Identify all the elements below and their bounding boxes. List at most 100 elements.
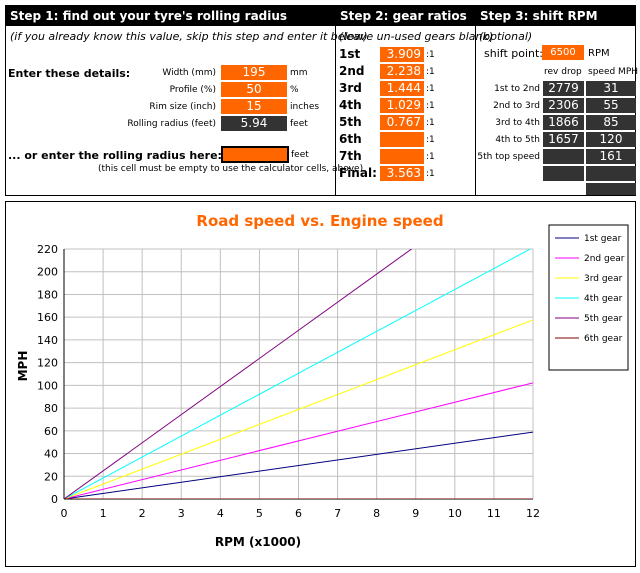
series-line-4 — [64, 249, 532, 499]
x-tick-label: 4 — [217, 507, 224, 520]
final-drive-suffix: :1 — [426, 169, 435, 179]
gear-4th-input[interactable]: 1.029 — [380, 98, 424, 113]
gear-2nd-label: 2nd — [339, 64, 365, 78]
gear-6th-input[interactable] — [380, 132, 424, 147]
rim-size-unit: inches — [290, 102, 320, 112]
gear-4th-suffix: :1 — [426, 101, 435, 111]
shift-point-input[interactable]: 6500 — [542, 45, 584, 60]
shift-row-rev: 1866 — [543, 115, 584, 130]
chart-legend: 1st gear 2nd gear 3rd gear 4th gear 5th gear… — [548, 224, 629, 371]
step1-note: (if you already know this value, skip th… — [10, 30, 368, 43]
speed-mph-header: speed MPH — [588, 67, 639, 77]
manual-radius-unit: feet — [291, 150, 309, 160]
shift-row-speed: 161 — [586, 149, 636, 164]
chart-title: Road speed vs. Engine speed — [196, 212, 443, 230]
manual-radius-label: ... or enter the rolling radius here: — [8, 149, 222, 162]
rolling-radius-unit: feet — [290, 119, 308, 129]
x-tick-label: 8 — [373, 507, 380, 520]
shift-row-speed — [586, 166, 636, 181]
x-tick-label: 11 — [487, 507, 501, 520]
legend-entry-3: 3rd gear — [584, 274, 623, 284]
manual-radius-input[interactable] — [221, 146, 289, 163]
x-tick-label: 12 — [526, 507, 540, 520]
x-tick-label: 7 — [334, 507, 341, 520]
shift-row-rev — [543, 166, 584, 181]
step1-title: Step 1: find out your tyre's rolling rad… — [6, 6, 335, 26]
series-line-2 — [64, 382, 533, 499]
x-tick-label: 1 — [100, 507, 107, 520]
y-tick-label: 0 — [51, 493, 58, 506]
profile-input[interactable]: 50 — [221, 82, 287, 97]
y-tick-label: 120 — [37, 357, 58, 370]
step3-title: Step 3: shift RPM — [476, 6, 636, 26]
y-tick-label: 180 — [37, 288, 58, 301]
rolling-radius-value: 5.94 — [221, 116, 287, 131]
plot-area: 0 1 2 3 4 5 6 7 8 9 10 11 12020406080100120140160180… — [37, 243, 540, 520]
shift-row-rev: 1657 — [543, 132, 584, 147]
legend-entry-4: 4th gear — [584, 294, 623, 304]
gear-1st-input[interactable]: 3.909 — [380, 47, 424, 62]
y-tick-label: 140 — [37, 334, 58, 347]
x-tick-label: 2 — [139, 507, 146, 520]
legend-entry-1: 1st gear — [584, 234, 622, 244]
shift-row-label: 4th to 5th — [495, 135, 540, 145]
gear-6th-suffix: :1 — [426, 135, 435, 145]
gear-3rd-label: 3rd — [339, 81, 362, 95]
gear-3rd-input[interactable]: 1.444 — [380, 81, 424, 96]
rim-size-label: Rim size (inch) — [149, 102, 216, 112]
rim-size-input[interactable]: 15 — [221, 99, 287, 114]
series-line-3 — [64, 319, 533, 499]
width-unit: mm — [290, 68, 308, 78]
series-line-5 — [64, 249, 413, 499]
gear-7th-label: 7th — [339, 149, 362, 163]
step3-section: Step 3: shift RPM (optional) shift point… — [476, 6, 639, 195]
shift-point-label: shift point: — [484, 47, 544, 60]
speed-chart: Road speed vs. Engine speed 0 1 2 3 4 5 6 7 8 9 10… — [5, 201, 636, 567]
gear-5th-suffix: :1 — [426, 118, 435, 128]
final-drive-input[interactable]: 3.563 — [380, 166, 424, 181]
gear-1st-label: 1st — [339, 47, 361, 61]
gear-7th-suffix: :1 — [426, 152, 435, 162]
legend-entry-5: 5th gear — [584, 314, 623, 324]
y-tick-label: 220 — [37, 243, 58, 256]
y-tick-label: 100 — [37, 379, 58, 392]
calculator-panel: Step 1: find out your tyre's rolling rad… — [5, 5, 639, 196]
step1-section: Step 1: find out your tyre's rolling rad… — [6, 6, 368, 195]
gear-7th-input[interactable] — [380, 149, 424, 164]
y-tick-label: 80 — [44, 402, 58, 415]
y-tick-label: 20 — [44, 470, 58, 483]
gear-1st-suffix: :1 — [426, 50, 435, 60]
rolling-radius-label: Rolling radius (feet) — [127, 119, 216, 129]
gear-2nd-input[interactable]: 2.238 — [380, 64, 424, 79]
gear-5th-input[interactable]: 0.767 — [380, 115, 424, 130]
profile-label: Profile (%) — [169, 85, 216, 95]
y-tick-label: 200 — [37, 266, 58, 279]
x-tick-label: 10 — [448, 507, 462, 520]
step2-title: Step 2: gear ratios — [336, 6, 475, 26]
manual-radius-note: (this cell must be empty to use the calc… — [98, 164, 364, 174]
series-line-1 — [64, 431, 533, 499]
speed-chart-svg: Road speed vs. Engine speed 0 1 2 3 4 5 6 7 8 9 10… — [16, 212, 629, 549]
y-tick-label: 60 — [44, 425, 58, 438]
step2-note: (leave un-used gears blank) — [339, 30, 494, 43]
x-axis-label: RPM (x1000) — [215, 535, 301, 549]
width-input[interactable]: 195 — [221, 65, 287, 80]
step2-section: Step 2: gear ratios (leave un-used gears… — [336, 6, 493, 195]
gear-4th-label: 4th — [339, 98, 362, 112]
shift-row-speed: 55 — [586, 98, 636, 113]
legend-entry-6: 6th gear — [584, 334, 623, 344]
profile-unit: % — [290, 85, 299, 95]
gear-6th-label: 6th — [339, 132, 362, 146]
shift-row-label: 2nd to 3rd — [493, 101, 540, 111]
x-tick-label: 3 — [178, 507, 185, 520]
enter-details-label: Enter these details: — [8, 67, 131, 80]
shift-row-label: 3rd to 4th — [495, 118, 540, 128]
shift-row-rev: 2306 — [543, 98, 584, 113]
legend-entry-2: 2nd gear — [584, 254, 625, 264]
gear-5th-label: 5th — [339, 115, 362, 129]
gear-2nd-suffix: :1 — [426, 67, 435, 77]
y-tick-label: 40 — [44, 448, 58, 461]
x-tick-label: 0 — [61, 507, 68, 520]
rev-drop-header: rev drop — [544, 67, 582, 77]
width-label: Width (mm) — [162, 68, 216, 78]
